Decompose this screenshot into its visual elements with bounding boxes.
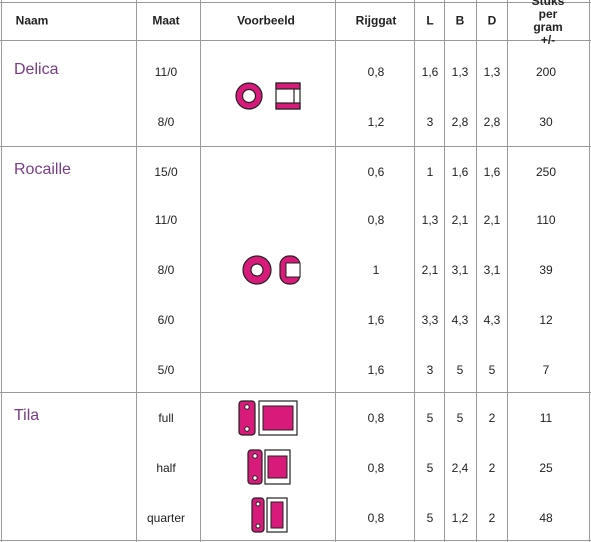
cell-l: 2,1: [421, 263, 439, 277]
header-rijggat: Rijggat: [355, 13, 397, 28]
cell-l: 3,3: [421, 313, 439, 327]
cell-maat: 8/0: [157, 115, 175, 129]
cell-rijggat: 1,2: [367, 115, 385, 129]
column-divider: [444, 0, 445, 542]
cell-rijggat: 0,8: [367, 65, 385, 79]
header-maat: Maat: [152, 13, 180, 28]
cell-b: 1,3: [451, 65, 469, 79]
header-stuks-line2: gram +/-: [533, 20, 563, 47]
cell-rijggat: 0,8: [367, 213, 385, 227]
group-name-delica: Delica: [14, 61, 59, 78]
rocaille-bead-icon: [242, 255, 301, 285]
tila-quarter-bead-icon: [251, 497, 288, 533]
cell-b: 5: [456, 363, 464, 377]
cell-l: 5: [426, 411, 434, 425]
cell-b: 4,3: [451, 313, 469, 327]
cell-maat: quarter: [146, 511, 186, 525]
cell-d: 1,3: [483, 65, 501, 79]
cell-b: 1,6: [451, 165, 469, 179]
cell-l: 5: [426, 511, 434, 525]
header-l: L: [426, 13, 434, 28]
column-divider: [414, 0, 415, 542]
header-stuks-per-gram: Stuks per gram +/-: [527, 0, 570, 47]
cell-b: 3,1: [451, 263, 469, 277]
cell-maat: 8/0: [157, 263, 175, 277]
tila-half-bead-icon: [247, 449, 291, 485]
header-b: B: [455, 13, 465, 28]
cell-rijggat: 1,6: [367, 313, 385, 327]
cell-maat: 11/0: [154, 65, 178, 79]
cell-maat: 15/0: [154, 165, 178, 179]
cell-d: 5: [488, 363, 496, 377]
cell-stuks: 39: [539, 263, 553, 277]
header-d: D: [487, 13, 497, 28]
column-divider: [136, 0, 137, 542]
cell-b: 1,2: [451, 511, 469, 525]
cell-rijggat: 0,8: [367, 511, 385, 525]
tila-full-bead-icon: [238, 400, 298, 436]
header-divider: [0, 40, 591, 41]
cell-maat: half: [156, 461, 176, 475]
cell-stuks: 110: [536, 213, 556, 227]
group-name-rocaille: Rocaille: [14, 161, 71, 178]
cell-l: 1: [426, 165, 434, 179]
cell-b: 2,4: [451, 461, 469, 475]
cell-stuks: 25: [539, 461, 553, 475]
cell-d: 3,1: [483, 263, 501, 277]
cell-rijggat: 0,6: [367, 165, 385, 179]
cell-rijggat: 0,8: [367, 411, 385, 425]
cell-stuks: 7: [542, 363, 550, 377]
column-divider: [507, 0, 508, 542]
cell-b: 2,1: [451, 213, 469, 227]
cell-d: 2: [488, 461, 496, 475]
cell-l: 5: [426, 461, 434, 475]
cell-stuks: 12: [539, 313, 553, 327]
delica-bead-icon: [235, 82, 301, 110]
column-divider: [200, 0, 201, 542]
cell-rijggat: 0,8: [367, 461, 385, 475]
cell-stuks: 48: [539, 511, 553, 525]
header-voorbeeld: Voorbeeld: [237, 13, 295, 28]
header-naam: Naam: [15, 13, 49, 28]
column-divider: [335, 0, 336, 542]
cell-d: 2,8: [483, 115, 501, 129]
cell-d: 1,6: [483, 165, 501, 179]
cell-d: 2,1: [483, 213, 501, 227]
group-divider-delica: [0, 146, 591, 147]
cell-maat: 11/0: [154, 213, 178, 227]
cell-l: 1,6: [421, 65, 439, 79]
cell-b: 2,8: [451, 115, 469, 129]
group-name-tila: Tila: [14, 407, 40, 424]
cell-l: 1,3: [421, 213, 439, 227]
cell-b: 5: [456, 411, 464, 425]
cell-l: 3: [426, 115, 434, 129]
cell-rijggat: 1,6: [367, 363, 385, 377]
cell-maat: full: [158, 411, 174, 425]
cell-maat: 6/0: [157, 313, 175, 327]
table-border-bottom: [0, 540, 591, 541]
cell-stuks: 30: [539, 115, 553, 129]
table-border-top: [0, 2, 591, 3]
cell-rijggat: 1: [372, 263, 380, 277]
cell-l: 3: [426, 363, 434, 377]
cell-stuks: 11: [539, 411, 553, 425]
group-divider-rocaille: [0, 392, 591, 393]
header-stuks-line1: Stuks per: [531, 0, 565, 21]
cell-d: 2: [488, 511, 496, 525]
column-divider: [1, 0, 2, 542]
cell-d: 2: [488, 411, 496, 425]
cell-maat: 5/0: [157, 363, 175, 377]
cell-stuks: 200: [535, 65, 557, 79]
column-divider: [476, 0, 477, 542]
column-divider: [589, 0, 590, 542]
cell-d: 4,3: [483, 313, 501, 327]
cell-stuks: 250: [535, 165, 557, 179]
